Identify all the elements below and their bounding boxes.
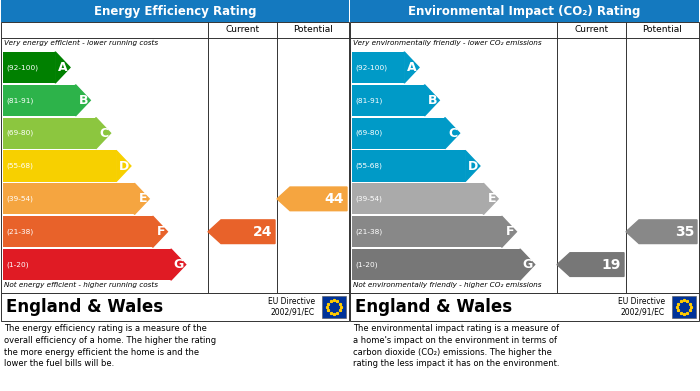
Text: G: G bbox=[174, 258, 183, 271]
Text: (1-20): (1-20) bbox=[355, 261, 377, 268]
FancyBboxPatch shape bbox=[350, 293, 699, 321]
Polygon shape bbox=[484, 183, 498, 215]
FancyBboxPatch shape bbox=[3, 118, 96, 149]
Polygon shape bbox=[557, 253, 624, 276]
Text: (81-91): (81-91) bbox=[355, 97, 382, 104]
Text: D: D bbox=[118, 160, 129, 172]
Text: 44: 44 bbox=[325, 192, 344, 206]
Text: (21-38): (21-38) bbox=[6, 228, 34, 235]
Polygon shape bbox=[116, 151, 131, 182]
Polygon shape bbox=[404, 52, 419, 83]
Text: (81-91): (81-91) bbox=[6, 97, 34, 104]
FancyBboxPatch shape bbox=[3, 151, 116, 182]
FancyBboxPatch shape bbox=[322, 296, 346, 318]
Text: D: D bbox=[468, 160, 478, 172]
Text: 19: 19 bbox=[601, 258, 621, 272]
Text: Potential: Potential bbox=[643, 25, 682, 34]
Text: A: A bbox=[58, 61, 68, 74]
Polygon shape bbox=[626, 220, 697, 244]
Text: F: F bbox=[506, 225, 514, 238]
FancyBboxPatch shape bbox=[1, 22, 349, 293]
FancyBboxPatch shape bbox=[352, 118, 444, 149]
FancyBboxPatch shape bbox=[3, 52, 55, 83]
FancyBboxPatch shape bbox=[3, 216, 153, 248]
Polygon shape bbox=[171, 249, 186, 280]
Text: The environmental impact rating is a measure of
a home's impact on the environme: The environmental impact rating is a mea… bbox=[353, 324, 559, 368]
Polygon shape bbox=[55, 52, 70, 83]
Text: E: E bbox=[139, 192, 147, 205]
FancyBboxPatch shape bbox=[350, 22, 699, 293]
FancyBboxPatch shape bbox=[352, 151, 465, 182]
Text: (55-68): (55-68) bbox=[6, 163, 33, 169]
Text: G: G bbox=[522, 258, 533, 271]
Polygon shape bbox=[134, 183, 149, 215]
Text: F: F bbox=[157, 225, 165, 238]
Polygon shape bbox=[465, 151, 480, 182]
Text: (21-38): (21-38) bbox=[355, 228, 382, 235]
Polygon shape bbox=[444, 118, 460, 149]
Text: (92-100): (92-100) bbox=[6, 64, 38, 71]
Polygon shape bbox=[520, 249, 535, 280]
Text: Energy Efficiency Rating: Energy Efficiency Rating bbox=[94, 5, 256, 18]
Text: Environmental Impact (CO₂) Rating: Environmental Impact (CO₂) Rating bbox=[408, 5, 640, 18]
Text: Current: Current bbox=[575, 25, 608, 34]
Polygon shape bbox=[277, 187, 347, 211]
Text: (92-100): (92-100) bbox=[355, 64, 387, 71]
Text: Not environmentally friendly - higher CO₂ emissions: Not environmentally friendly - higher CO… bbox=[353, 282, 542, 288]
FancyBboxPatch shape bbox=[352, 52, 404, 83]
Text: England & Wales: England & Wales bbox=[6, 298, 163, 316]
Text: (69-80): (69-80) bbox=[355, 130, 382, 136]
FancyBboxPatch shape bbox=[1, 293, 349, 321]
FancyBboxPatch shape bbox=[352, 216, 502, 248]
Text: EU Directive
2002/91/EC: EU Directive 2002/91/EC bbox=[268, 297, 315, 317]
Text: (55-68): (55-68) bbox=[355, 163, 382, 169]
Polygon shape bbox=[96, 118, 111, 149]
Polygon shape bbox=[76, 85, 90, 116]
Text: 35: 35 bbox=[675, 225, 694, 239]
Text: Very environmentally friendly - lower CO₂ emissions: Very environmentally friendly - lower CO… bbox=[353, 40, 542, 46]
Text: C: C bbox=[99, 127, 108, 140]
FancyBboxPatch shape bbox=[352, 249, 520, 280]
Text: Not energy efficient - higher running costs: Not energy efficient - higher running co… bbox=[4, 282, 158, 288]
FancyBboxPatch shape bbox=[352, 183, 484, 215]
Polygon shape bbox=[502, 216, 517, 248]
Text: 24: 24 bbox=[253, 225, 272, 239]
FancyBboxPatch shape bbox=[352, 85, 424, 116]
Text: B: B bbox=[79, 94, 88, 107]
FancyBboxPatch shape bbox=[672, 296, 696, 318]
Text: B: B bbox=[428, 94, 438, 107]
Text: C: C bbox=[449, 127, 458, 140]
Text: England & Wales: England & Wales bbox=[355, 298, 512, 316]
Text: EU Directive
2002/91/EC: EU Directive 2002/91/EC bbox=[618, 297, 665, 317]
FancyBboxPatch shape bbox=[350, 0, 699, 22]
Polygon shape bbox=[424, 85, 440, 116]
FancyBboxPatch shape bbox=[1, 0, 349, 22]
Text: E: E bbox=[488, 192, 496, 205]
Text: (1-20): (1-20) bbox=[6, 261, 29, 268]
FancyBboxPatch shape bbox=[3, 85, 76, 116]
Text: A: A bbox=[407, 61, 417, 74]
Text: (39-54): (39-54) bbox=[355, 196, 382, 202]
Text: Current: Current bbox=[225, 25, 260, 34]
FancyBboxPatch shape bbox=[3, 249, 171, 280]
Text: (39-54): (39-54) bbox=[6, 196, 33, 202]
Polygon shape bbox=[208, 220, 275, 244]
Text: The energy efficiency rating is a measure of the
overall efficiency of a home. T: The energy efficiency rating is a measur… bbox=[4, 324, 216, 368]
Polygon shape bbox=[153, 216, 167, 248]
Text: Potential: Potential bbox=[293, 25, 333, 34]
Text: (69-80): (69-80) bbox=[6, 130, 34, 136]
Text: Very energy efficient - lower running costs: Very energy efficient - lower running co… bbox=[4, 40, 158, 46]
FancyBboxPatch shape bbox=[3, 183, 134, 215]
